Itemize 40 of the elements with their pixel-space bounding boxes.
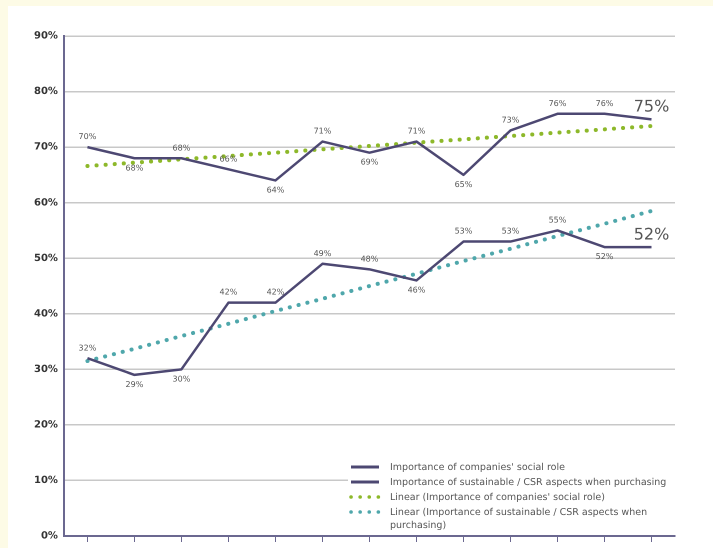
data-label: 49%: [314, 248, 332, 258]
data-label: 55%: [548, 216, 567, 225]
data-label: 69%: [360, 158, 379, 167]
data-label: 71%: [314, 126, 332, 136]
data-label: 73%: [502, 116, 520, 125]
y-tick-label: 70%: [34, 142, 58, 153]
legend-label: Importance of sustainable / CSR aspects when purchasing: [390, 476, 666, 489]
y-tick-label: 90%: [34, 30, 58, 42]
y-tick-label: 80%: [34, 86, 58, 98]
legend-label: Linear (Importance of companies' social role): [390, 491, 605, 504]
data-label: 42%: [220, 288, 238, 297]
y-tick-label: 20%: [34, 419, 58, 430]
data-label: 53%: [502, 226, 520, 236]
y-tick-label: 0%: [40, 530, 58, 542]
data-label: 52%: [596, 252, 614, 262]
data-label: 68%: [172, 143, 191, 152]
data-label: 30%: [172, 374, 191, 384]
data-label: 76%: [548, 98, 567, 108]
data-label: 65%: [454, 180, 473, 189]
data-label: 52%: [634, 224, 670, 244]
data-label: 75%: [634, 96, 670, 116]
data-label: 46%: [408, 286, 426, 295]
data-label: 66%: [220, 154, 238, 164]
data-label: 29%: [126, 380, 144, 389]
data-label: 76%: [596, 98, 614, 108]
data-label: 53%: [454, 226, 473, 236]
y-tick-label: 40%: [34, 308, 58, 320]
data-label: 71%: [408, 126, 426, 136]
y-tick-label: 10%: [34, 475, 58, 486]
legend-label: Linear (Importance of sustainable / CSR aspects when purchasing): [390, 506, 648, 532]
y-tick-label: 30%: [34, 364, 58, 375]
data-label: 70%: [78, 132, 97, 142]
data-label: 64%: [266, 186, 285, 195]
legend-label: Importance of companies' social role: [390, 461, 565, 474]
data-label: 42%: [266, 288, 285, 297]
y-tick-label: 60%: [34, 197, 58, 208]
data-label: 48%: [360, 254, 379, 264]
data-label: 68%: [126, 163, 144, 172]
data-label: 32%: [78, 343, 97, 352]
y-tick-label: 50%: [34, 252, 58, 264]
